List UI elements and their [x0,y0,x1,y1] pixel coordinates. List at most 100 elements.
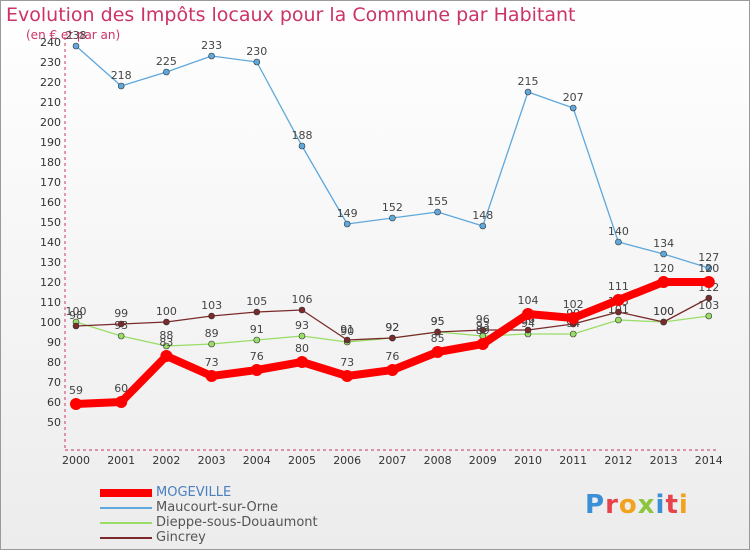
y-tick-label: 150 [40,216,61,229]
data-point [615,308,622,316]
data-point [522,308,534,320]
data-label: 152 [382,201,403,214]
chart-title: Evolution des Impôts locaux pour la Comm… [6,4,576,26]
data-label: 233 [201,39,222,52]
legend-item-mogeville[interactable]: MOGEVILLE [100,485,318,500]
data-label: 91 [340,323,354,336]
data-point [163,318,170,326]
data-label: 102 [563,298,584,311]
data-point [660,250,667,258]
data-point [208,52,215,60]
data-point [479,326,487,334]
y-tick-label: 110 [40,296,61,309]
legend-item-dieppe[interactable]: Dieppe-sous-Douaumont [100,515,318,530]
y-tick-label: 90 [47,336,61,349]
data-label: 218 [111,69,132,82]
data-point [434,328,441,336]
x-tick-label: 2014 [695,454,723,467]
x-tick-label: 2006 [333,454,361,467]
data-label: 105 [246,295,267,308]
data-label: 207 [563,91,584,104]
data-point [208,312,215,320]
data-point [705,312,713,320]
data-point [208,340,215,348]
data-point [298,332,306,340]
data-point [250,364,263,376]
data-label: 120 [653,262,674,275]
data-label: 76 [385,350,399,363]
data-point [567,312,580,324]
x-tick-label: 2011 [559,454,587,467]
data-point [117,82,125,90]
data-label: 188 [292,129,313,142]
data-point [253,308,261,316]
data-point [163,68,170,76]
data-label: 60 [114,382,128,395]
data-point [569,330,577,338]
data-label: 134 [653,237,674,250]
y-tick-label: 80 [47,356,61,369]
data-label: 104 [518,294,539,307]
data-point [343,336,351,344]
data-point [660,318,667,326]
data-point [160,350,173,362]
data-label: 100 [653,305,674,318]
data-point [253,336,261,344]
data-point [479,222,487,230]
data-label: 93 [295,319,309,332]
data-label: 148 [472,209,493,222]
data-point [389,334,396,342]
proxiti-logo: Proxiti [585,490,689,520]
data-label: 89 [205,327,219,340]
data-point [524,88,532,96]
data-point [569,104,577,112]
y-tick-label: 60 [47,396,61,409]
y-tick-label: 180 [40,156,61,169]
legend: MOGEVILLE Maucourt-sur-Orne Dieppe-sous-… [100,485,318,545]
data-point [702,276,715,288]
legend-item-maucourt[interactable]: Maucourt-sur-Orne [100,500,318,515]
data-label: 92 [385,321,399,334]
y-tick-label: 70 [47,376,61,389]
data-label: 106 [292,293,313,306]
x-tick-label: 2000 [62,454,90,467]
x-tick-label: 2005 [288,454,316,467]
data-point [341,370,354,382]
data-label: 89 [476,324,490,337]
data-point [615,238,622,246]
data-label: 90 [340,325,354,338]
data-label: 92 [385,321,399,334]
data-label: 100 [66,305,87,318]
data-point [343,220,351,228]
legend-swatch [100,521,152,524]
data-label: 127 [698,251,719,264]
data-point [615,316,622,324]
legend-swatch [100,536,152,539]
y-tick-label: 170 [40,176,61,189]
data-label: 225 [156,55,177,68]
x-tick-label: 2002 [152,454,180,467]
data-point [298,142,306,150]
legend-item-gincrey[interactable]: Gincrey [100,530,318,545]
data-point [612,294,625,306]
data-label: 73 [205,356,219,369]
data-point [524,326,532,334]
legend-label: Gincrey [156,530,206,545]
x-tick-label: 2012 [604,454,632,467]
data-point [163,342,170,350]
data-label: 215 [518,75,539,88]
x-tick-label: 2003 [198,454,226,467]
data-label: 99 [114,307,128,320]
y-tick-label: 160 [40,196,61,209]
y-tick-label: 120 [40,276,61,289]
x-tick-label: 2008 [424,454,452,467]
chart-subtitle: (en € et par an) [26,28,121,42]
data-label: 103 [698,299,719,312]
data-label: 59 [69,384,83,397]
data-point [434,208,441,216]
x-tick-label: 2001 [107,454,135,467]
data-label: 103 [201,299,222,312]
data-label: 230 [246,45,267,58]
